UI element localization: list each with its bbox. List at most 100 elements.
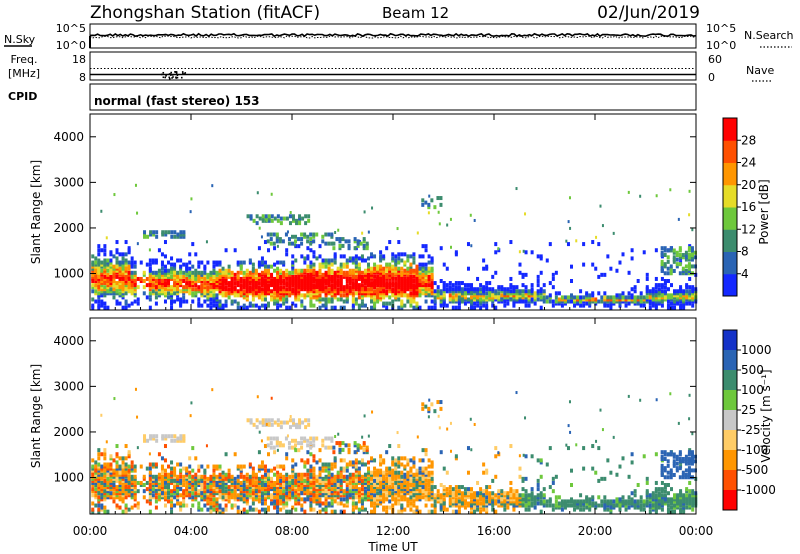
velocity-cell <box>506 495 510 500</box>
power-cell <box>666 293 670 298</box>
power-cell <box>363 291 367 296</box>
velocity-cell <box>318 503 322 508</box>
velocity-cell <box>273 466 277 471</box>
power-cell <box>106 287 110 292</box>
velocity-cell <box>97 448 101 453</box>
power-cell <box>185 262 189 267</box>
power-cell <box>430 256 434 261</box>
velocity-cell <box>288 491 292 496</box>
power-cell <box>295 221 299 226</box>
power-cell <box>218 272 222 277</box>
power-cell <box>391 256 395 261</box>
velocity-cell <box>97 478 101 483</box>
power-cell <box>342 285 346 290</box>
velocity-cell <box>176 497 180 502</box>
velocity-cell <box>115 468 119 473</box>
power-cell <box>91 285 95 290</box>
velocity-cell <box>112 478 116 483</box>
power-cell <box>351 274 355 279</box>
power-cell <box>360 283 364 288</box>
velocity-cell <box>588 497 592 502</box>
velocity-cell <box>130 485 134 490</box>
power-cell <box>688 289 692 294</box>
power-cell <box>269 232 273 237</box>
velocity-cell <box>579 507 583 512</box>
power-cell <box>212 281 216 286</box>
velocity-cell <box>657 505 661 510</box>
velocity-cell <box>451 491 455 496</box>
power-cell <box>354 281 358 286</box>
power-cell <box>360 274 364 279</box>
velocity-cell <box>188 485 192 490</box>
power-cell <box>509 295 513 300</box>
power-cell <box>263 264 267 269</box>
power-cell <box>212 270 216 275</box>
velocity-cell <box>288 509 292 514</box>
power-cell <box>242 260 246 265</box>
velocity-cell <box>648 509 652 514</box>
power-cell <box>115 289 119 294</box>
power-cell <box>170 291 174 296</box>
power-cell <box>439 301 443 306</box>
velocity-cell <box>357 460 361 465</box>
power-cell <box>430 305 434 310</box>
velocity-cell <box>430 487 434 492</box>
velocity-cell <box>194 472 198 477</box>
velocity-cell <box>191 446 195 451</box>
power-cell <box>570 264 574 269</box>
power-cell <box>254 270 258 275</box>
power-cell <box>618 299 622 304</box>
power-cell <box>112 289 116 294</box>
velocity-cell <box>115 464 119 469</box>
power-cell <box>260 276 264 281</box>
power-cell <box>354 264 358 269</box>
power-cell <box>294 268 298 273</box>
velocity-cell <box>94 472 98 477</box>
power-cell <box>163 272 167 277</box>
power-cell <box>409 279 413 284</box>
velocity-cell <box>279 480 283 485</box>
velocity-cell <box>279 489 283 494</box>
power-cell <box>312 283 316 288</box>
power-cell <box>479 301 483 306</box>
power-cell <box>309 268 313 273</box>
velocity-cell <box>382 487 386 492</box>
power-cell <box>376 291 380 296</box>
power-cell <box>103 274 107 279</box>
power-cell <box>606 297 610 302</box>
velocity-cell <box>330 474 334 479</box>
velocity-cell <box>397 487 401 492</box>
velocity-cell <box>91 507 95 512</box>
power-cell <box>391 287 395 292</box>
velocity-cell <box>124 509 128 514</box>
velocity-cell <box>391 460 395 465</box>
power-cell <box>536 293 540 298</box>
power-cell <box>391 258 395 263</box>
power-cell <box>154 270 158 275</box>
power-cell <box>630 293 634 298</box>
power-cell <box>179 303 183 308</box>
power-cell <box>439 279 443 284</box>
velocity-cell <box>485 501 489 506</box>
velocity-cell <box>263 495 267 500</box>
power-cell <box>230 283 234 288</box>
power-cell <box>530 287 534 292</box>
velocity-cell <box>430 495 434 500</box>
power-cell <box>536 254 540 259</box>
velocity-cell <box>218 485 222 490</box>
velocity-cell <box>418 495 422 500</box>
power-cell <box>303 268 307 273</box>
power-cell <box>506 297 510 302</box>
power-cell <box>315 289 319 294</box>
power-cell <box>351 287 355 292</box>
power-cell <box>167 291 171 296</box>
velocity-cell <box>370 480 374 485</box>
velocity-cell <box>654 509 658 514</box>
velocity-cell <box>130 495 134 500</box>
power-cell <box>388 276 392 281</box>
velocity-cell <box>294 485 298 490</box>
velocity-cell <box>242 487 246 492</box>
power-cell <box>224 291 228 296</box>
velocity-cell <box>121 466 125 471</box>
power-cell <box>382 256 386 261</box>
